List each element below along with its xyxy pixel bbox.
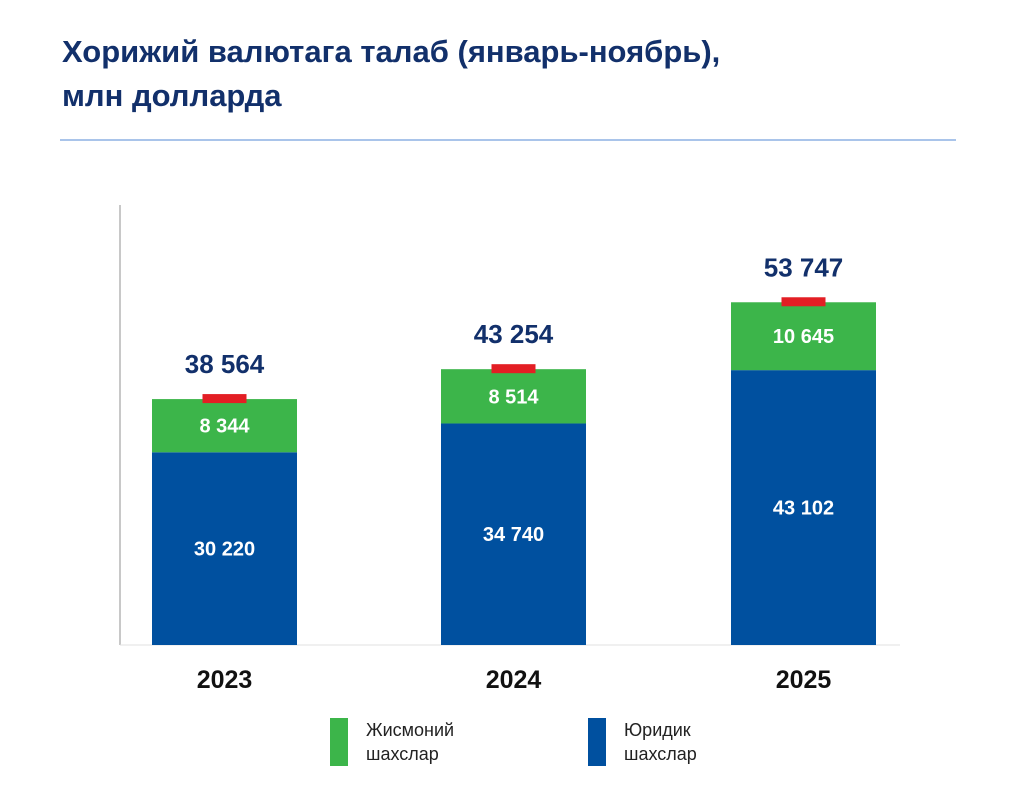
total-marker [491,364,536,374]
title-line-2: млн долларда [62,78,282,113]
total-marker [202,394,247,404]
legend-swatch-blue [588,718,606,766]
x-tick-label: 2025 [776,666,832,694]
legend-item-legal-entities: Юридик шахслар [588,718,697,766]
bar-segment-individual [152,399,297,453]
chart-title: Хорижий валютага талаб (январь-ноябрь), … [62,30,720,118]
segment-value-label: 8 344 [199,416,250,438]
bar-segment-legal [441,423,586,645]
bar-segment-individual [441,369,586,424]
legend-label: Жисмоний шахслар [366,720,455,764]
segment-value-label: 10 645 [773,326,834,348]
legend-swatch-green [330,718,348,766]
total-value-label: 53 747 [764,252,844,282]
title-line-1: Хорижий валютага талаб (январь-ноябрь), [62,34,721,69]
segment-value-label: 34 740 [483,524,544,546]
legend-item-individuals: Жисмоний шахслар [330,718,454,766]
bar-segment-legal [152,452,297,645]
total-value-label: 38 564 [185,349,265,379]
segment-value-label: 30 220 [194,539,255,561]
x-tick-label: 2023 [197,666,253,694]
title-divider [60,139,956,141]
segment-value-label: 8 514 [488,386,539,408]
total-value-label: 43 254 [474,319,554,349]
bar-segment-individual [731,302,876,371]
total-marker [781,297,826,307]
segment-value-label: 43 102 [773,498,834,520]
x-tick-label: 2024 [486,666,542,694]
bar-segment-legal [731,370,876,645]
legend-label: Юридик шахслар [624,720,697,764]
